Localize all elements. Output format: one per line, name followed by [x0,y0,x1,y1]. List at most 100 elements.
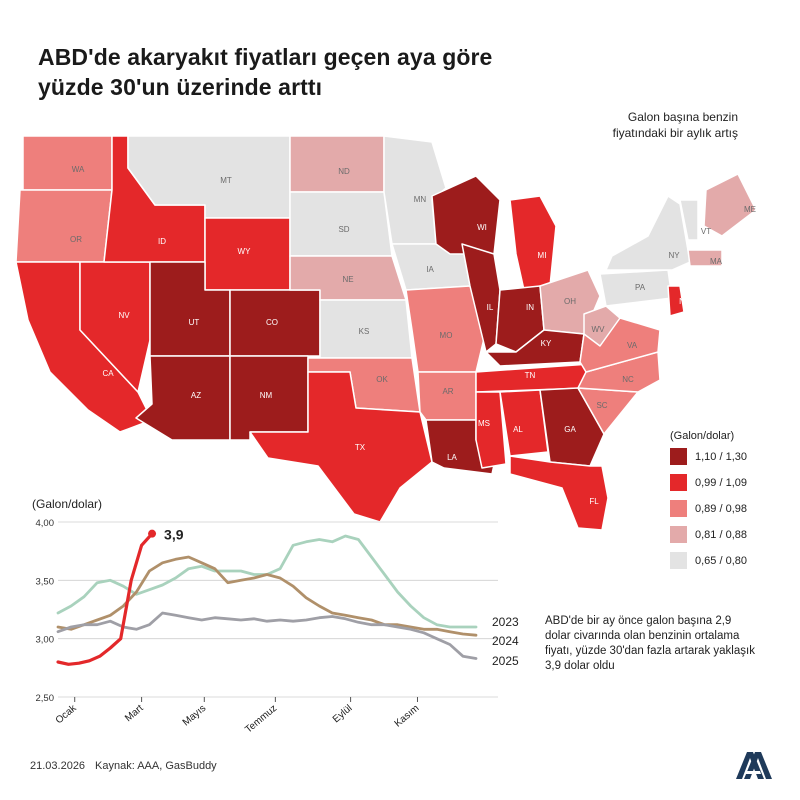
state-label-nm: NM [260,391,273,400]
legend-item: 0,89 / 0,98 [670,500,747,517]
state-label-tx: TX [355,443,366,452]
chart-series-line-2025 [56,611,478,660]
state-me [703,173,757,237]
title-line-2: yüzde 30'un üzerinde arttı [38,74,323,100]
legend-swatch [670,526,687,543]
state-ms [475,391,507,469]
chart-xtick-label: Mart [123,703,146,724]
legend-item: 0,81 / 0,88 [670,526,747,543]
state-wv [583,305,621,347]
state-label-in: IN [526,303,534,312]
legend-title: (Galon/dolar) [670,430,735,442]
chart-ylabel: (Galon/dolar) [32,497,102,511]
map-legend: (Galon/dolar) 1,10 / 1,30 0,99 / 1,09 0,… [670,430,747,578]
state-label-ny: NY [668,251,680,260]
state-label-va: VA [627,341,638,350]
state-label-wa: WA [72,165,85,174]
state-label-sd: SD [338,225,349,234]
chart-xtick-label: Mayıs [181,703,209,729]
state-label-pa: PA [635,283,646,292]
state-label-ut: UT [189,318,200,327]
chart-series-label-2025: 2025 [492,654,519,668]
chart-xtick-label: Ocak [54,702,80,726]
state-label-fl: FL [589,497,599,506]
legend-swatch [670,474,687,491]
chart-endpoint-marker [148,529,157,538]
map-subtitle-line-1: Galon başına benzin [627,110,738,124]
legend-swatch [670,448,687,465]
state-label-wv: WV [592,325,606,334]
chart-annotation: 3,9 [164,527,184,543]
state-label-or: OR [70,235,82,244]
state-label-ma: MA [710,257,723,266]
state-label-ms: MS [478,419,490,428]
state-label-sc: SC [596,401,607,410]
chart-xtick-label: Kasım [393,703,422,730]
state-label-mi: MI [538,251,547,260]
agency-logo-icon [736,752,772,779]
state-label-vt: VT [701,227,711,236]
state-label-al: AL [513,425,523,434]
chart-ytick-label: 3,50 [36,576,55,587]
state-label-ok: OK [376,375,388,384]
state-label-mt: MT [220,176,232,185]
state-label-nj: NJ [679,297,689,306]
state-label-wi: WI [477,223,487,232]
state-ma [687,249,723,267]
chart-xtick-label: Temmuz [243,703,279,736]
state-label-ar: AR [442,387,453,396]
state-label-ca: CA [102,369,114,378]
state-ga [539,387,605,467]
state-nj [667,285,685,317]
state-label-me: ME [744,205,756,214]
legend-label: 0,99 / 1,09 [695,476,747,489]
chart-series-line-2023 [56,534,478,629]
chart-series-line-2026 [56,532,154,666]
state-label-tn: TN [525,371,536,380]
legend-item: 0,65 / 0,80 [670,552,747,569]
state-label-mn: MN [414,195,427,204]
chart-series-line-2024 [56,555,478,637]
legend-item: 1,10 / 1,30 [670,448,747,465]
legend-swatch [670,500,687,517]
legend-label: 1,10 / 1,30 [695,450,747,463]
state-vt [679,199,699,241]
state-label-id: ID [158,237,166,246]
state-label-ga: GA [564,425,576,434]
chart-xtick-label: Eylül [331,703,355,725]
page-title: ABD'de akaryakıt fiyatları geçen aya gör… [38,42,492,102]
state-label-ne: NE [342,275,353,284]
state-label-wy: WY [238,247,252,256]
state-label-la: LA [447,453,457,462]
state-label-oh: OH [564,297,576,306]
legend-swatch [670,552,687,569]
state-label-il: IL [487,303,494,312]
map-subtitle-line-2: fiyatındaki bir aylık artış [612,126,738,140]
state-label-ks: KS [359,327,370,336]
legend-item: 0,99 / 1,09 [670,474,747,491]
state-label-az: AZ [191,391,201,400]
state-label-ky: KY [541,339,552,348]
state-label-nv: NV [118,311,130,320]
state-label-nc: NC [622,375,634,384]
footer-source: Kaynak: AAA, GasBuddy [95,760,217,772]
chart-series-label-2023: 2023 [492,615,519,629]
legend-label: 0,89 / 0,98 [695,502,747,515]
chart-ytick-label: 4,00 [36,518,55,529]
map-subtitle: Galon başına benzin fiyatındaki bir aylı… [613,109,738,141]
title-line-1: ABD'de akaryakıt fiyatları geçen aya gör… [38,44,493,70]
chart-ytick-label: 2,50 [36,693,55,704]
state-label-co: CO [266,318,278,327]
state-label-ia: IA [426,265,434,274]
footer-date: 21.03.2026 [30,760,86,772]
chart-series-label-2024: 2024 [492,634,519,648]
state-fl [509,455,609,531]
state-label-nd: ND [338,167,350,176]
state-ny [605,195,691,271]
legend-label: 0,65 / 0,80 [695,554,747,567]
chart-caption: ABD'de bir ay önce galon başına 2,9 dola… [545,615,755,672]
state-label-mo: MO [440,331,453,340]
legend-label: 0,81 / 0,88 [695,528,747,541]
